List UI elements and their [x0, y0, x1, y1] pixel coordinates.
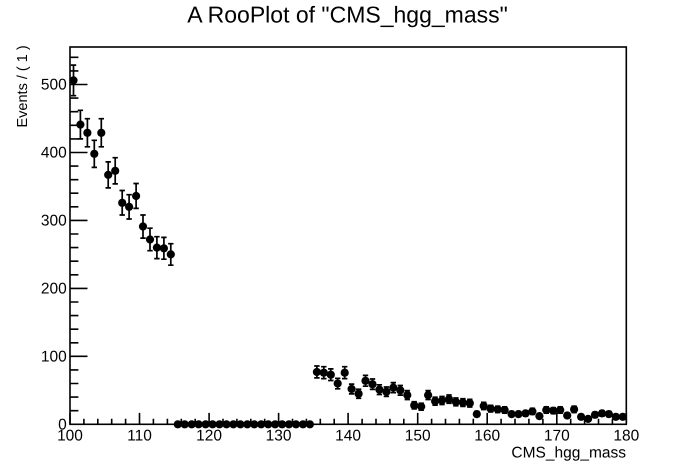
- svg-text:170: 170: [544, 428, 570, 445]
- svg-text:120: 120: [196, 428, 222, 445]
- svg-text:200: 200: [41, 281, 67, 298]
- svg-text:160: 160: [474, 428, 500, 445]
- svg-text:A RooPlot of "CMS_hgg_mass": A RooPlot of "CMS_hgg_mass": [187, 2, 508, 28]
- svg-text:140: 140: [335, 428, 361, 445]
- svg-text:0: 0: [58, 417, 67, 434]
- svg-text:300: 300: [41, 213, 67, 230]
- svg-text:180: 180: [613, 428, 639, 445]
- svg-text:500: 500: [41, 77, 67, 94]
- svg-text:110: 110: [127, 428, 152, 445]
- svg-text:CMS_hgg_mass: CMS_hgg_mass: [511, 445, 626, 462]
- svg-text:150: 150: [405, 428, 431, 445]
- svg-text:100: 100: [57, 428, 83, 445]
- svg-text:130: 130: [266, 428, 292, 445]
- svg-text:400: 400: [41, 145, 67, 162]
- svg-text:100: 100: [41, 349, 67, 366]
- svg-text:Events / ( 1 ): Events / ( 1 ): [15, 45, 31, 127]
